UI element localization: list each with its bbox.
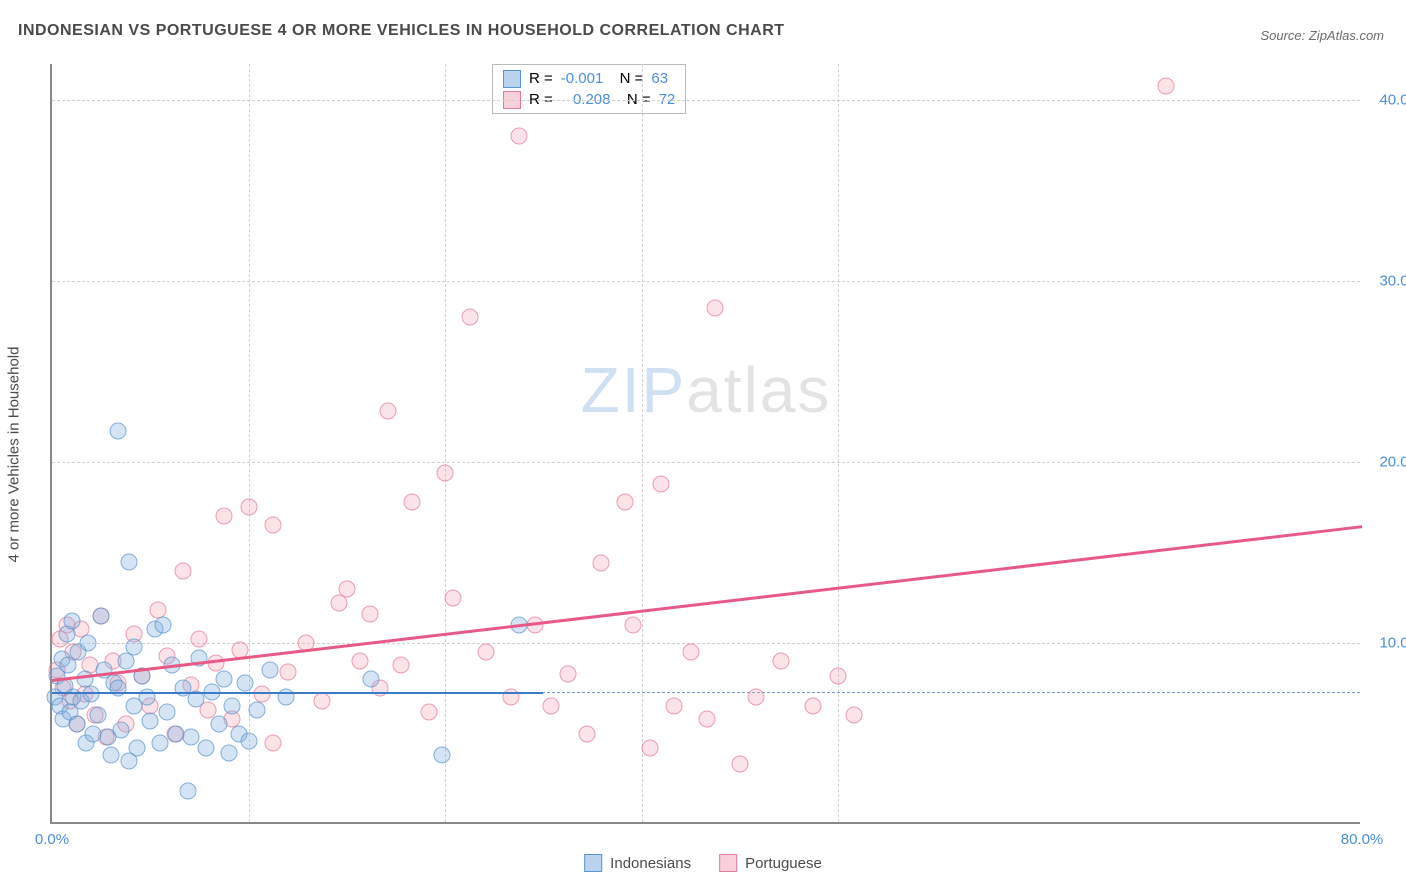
data-point [183,729,200,746]
data-point [175,562,192,579]
y-tick-label: 10.0% [1379,635,1406,652]
plot-area: ZIPatlas R = -0.001 N = 63 R = 0.208 N =… [50,64,1360,824]
swatch-blue-icon [503,70,521,88]
gridline-v [445,64,446,822]
data-point [215,671,232,688]
data-point [641,740,658,757]
data-point [617,493,634,510]
data-point [248,702,265,719]
data-point [261,662,278,679]
data-point [120,553,137,570]
data-point [265,517,282,534]
data-point [330,595,347,612]
data-point [433,747,450,764]
data-point [220,745,237,762]
data-point [338,580,355,597]
data-point [237,674,254,691]
data-point [215,508,232,525]
x-tick-label: 0.0% [35,831,69,848]
data-point [197,740,214,757]
data-point [158,703,175,720]
data-point [80,635,97,652]
y-tick-label: 40.0% [1379,92,1406,109]
data-point [1157,77,1174,94]
swatch-blue-icon [584,854,602,872]
data-point [63,613,80,630]
data-point [731,756,748,773]
swatch-pink-icon [719,854,737,872]
data-point [102,747,119,764]
data-point [748,689,765,706]
data-point [477,644,494,661]
gridline-v [838,64,839,822]
data-point [830,667,847,684]
legend-stats-box: R = -0.001 N = 63 R = 0.208 N = 72 [492,64,686,114]
data-point [666,698,683,715]
data-point [772,653,789,670]
data-point [461,309,478,326]
data-point [510,128,527,145]
data-point [93,607,110,624]
data-point [351,653,368,670]
data-point [543,698,560,715]
data-point [559,665,576,682]
data-point [392,656,409,673]
data-point [89,707,106,724]
data-point [445,589,462,606]
data-point [361,606,378,623]
data-point [68,716,85,733]
data-point [420,703,437,720]
legend-item-portuguese: Portuguese [719,854,822,872]
data-point [152,734,169,751]
data-point [625,616,642,633]
data-point [592,555,609,572]
data-point [240,732,257,749]
y-axis-label: 4 or more Vehicles in Household [6,347,23,563]
data-point [109,423,126,440]
y-tick-label: 20.0% [1379,454,1406,471]
data-point [240,499,257,516]
watermark: ZIPatlas [581,353,832,427]
data-point [155,616,172,633]
data-point [191,631,208,648]
legend-item-indonesians: Indonesians [584,854,691,872]
data-point [142,712,159,729]
data-point [846,707,863,724]
source-attribution: Source: ZipAtlas.com [1260,28,1384,43]
data-point [129,740,146,757]
data-point [682,644,699,661]
data-point [404,493,421,510]
data-point [224,698,241,715]
data-point [805,698,822,715]
y-tick-label: 30.0% [1379,273,1406,290]
data-point [117,653,134,670]
gridline-v [642,64,643,822]
data-point [437,464,454,481]
x-tick-label: 80.0% [1341,831,1384,848]
data-point [314,692,331,709]
bottom-legend: Indonesians Portuguese [584,854,822,872]
data-point [265,734,282,751]
trendline [52,692,543,695]
data-point [125,638,142,655]
data-point [379,403,396,420]
data-point [279,664,296,681]
data-point [653,475,670,492]
chart-title: INDONESIAN VS PORTUGUESE 4 OR MORE VEHIC… [18,22,785,40]
data-point [211,716,228,733]
data-point [699,711,716,728]
data-point [707,300,724,317]
legend-stat-row-indonesians: R = -0.001 N = 63 [503,68,675,89]
data-point [363,671,380,688]
data-point [579,725,596,742]
data-point [112,721,129,738]
data-point [179,783,196,800]
